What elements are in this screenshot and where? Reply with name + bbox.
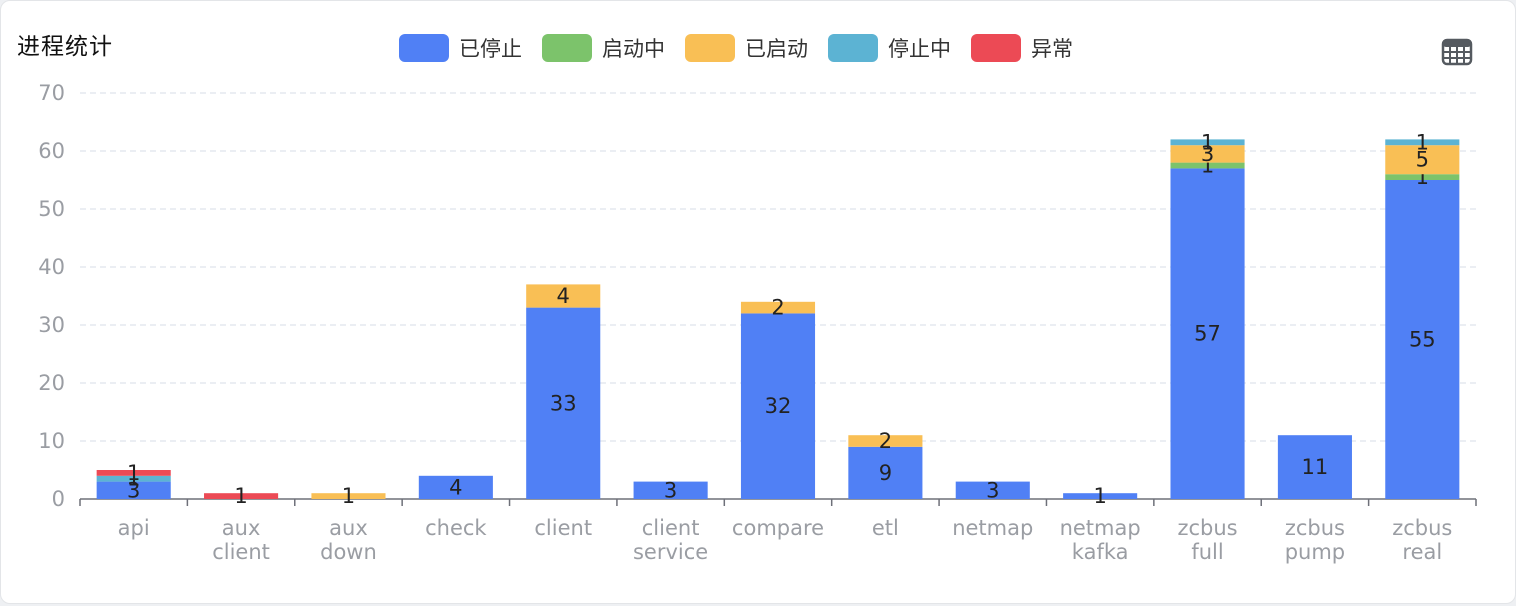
bar-segment: [740, 313, 816, 499]
legend-swatch-error: [971, 34, 1021, 62]
bar-value-label: 3: [664, 478, 677, 502]
bar-value-label: 1: [1416, 130, 1429, 154]
legend-item-stopping[interactable]: 停止中: [828, 33, 951, 63]
bar-segment: [1170, 139, 1245, 146]
x-category-label: zcbus: [1392, 516, 1452, 540]
bar-value-label: 2: [771, 296, 784, 320]
y-tick-label: 30: [38, 313, 65, 337]
x-category-label: zcbus: [1285, 516, 1345, 540]
y-tick-label: 70: [38, 81, 65, 105]
bar-value-label: 4: [557, 284, 570, 308]
x-category-label: api: [118, 516, 150, 540]
x-category-label: client: [212, 540, 270, 564]
legend-item-stopped[interactable]: 已停止: [399, 33, 522, 63]
bar-segment: [1385, 174, 1460, 180]
legend-swatch-stopping: [828, 34, 878, 62]
bar-segment: [848, 446, 923, 499]
legend-label-error: 异常: [1031, 37, 1073, 61]
bar-segment: [96, 475, 171, 482]
x-category-label: client: [534, 516, 592, 540]
legend-item-starting[interactable]: 启动中: [542, 33, 665, 63]
bar-value-label: 57: [1194, 322, 1221, 346]
bar-value-label: 32: [765, 394, 792, 418]
x-category-label: aux: [329, 516, 368, 540]
legend-swatch-stopped: [399, 34, 449, 62]
legend-label-started: 已启动: [745, 37, 808, 61]
bar-value-label: 3: [986, 478, 999, 502]
bar-segment: [955, 481, 1030, 499]
bar-segment: [633, 481, 708, 499]
bar-value-label: 3: [1201, 142, 1214, 166]
x-category-label: service: [633, 540, 708, 564]
panel-title: 进程统计: [17, 34, 113, 60]
bar-value-label: 11: [1302, 455, 1329, 479]
bar-value-label: 3: [127, 478, 140, 502]
y-tick-label: 60: [38, 139, 65, 163]
x-category-label: zcbus: [1177, 516, 1237, 540]
bar-segment: [1170, 145, 1245, 163]
legend-label-stopping: 停止中: [888, 37, 951, 61]
bar-value-label: 2: [879, 429, 892, 453]
bar-value-label: 1: [342, 484, 355, 508]
x-category-label: pump: [1285, 540, 1345, 564]
bar-segment: [1277, 435, 1352, 499]
legend-label-stopped: 已停止: [459, 37, 522, 61]
x-category-label: down: [320, 540, 377, 564]
x-category-label: full: [1191, 540, 1223, 564]
y-tick-label: 10: [38, 429, 65, 453]
bar-segment: [1385, 145, 1460, 175]
bar-segment: [740, 301, 816, 314]
bar-segment: [526, 284, 601, 308]
x-category-label: netmap: [1060, 516, 1141, 540]
x-category-label: kafka: [1072, 540, 1129, 564]
bar-segment: [311, 493, 386, 499]
x-category-label: client: [642, 516, 700, 540]
bar-value-label: 9: [879, 461, 892, 485]
bar-segment: [1170, 162, 1245, 169]
bar-value-label: 4: [449, 475, 462, 499]
bar-segment: [526, 307, 601, 499]
legend-item-error[interactable]: 异常: [971, 33, 1073, 63]
y-tick-label: 50: [38, 197, 65, 221]
bar-value-label: 1: [234, 484, 247, 508]
x-category-label: real: [1402, 540, 1442, 564]
y-tick-label: 0: [52, 487, 65, 511]
y-tick-label: 20: [38, 371, 65, 395]
x-category-label: aux: [222, 516, 261, 540]
legend-label-starting: 启动中: [602, 37, 665, 61]
y-tick-label: 40: [38, 255, 65, 279]
x-category-label: etl: [872, 516, 899, 540]
bar-segment: [1063, 493, 1138, 499]
bar-segment: [96, 470, 171, 476]
x-category-label: netmap: [952, 516, 1033, 540]
x-category-label: compare: [732, 516, 824, 540]
bar-value-label: 55: [1409, 328, 1436, 352]
bar-value-label: 1: [1093, 484, 1106, 508]
bar-segment: [1170, 168, 1245, 499]
legend: 已停止 启动中 已启动 停止中 异常: [399, 33, 1093, 63]
bar-segment: [418, 475, 493, 499]
bar-segment: [1385, 180, 1460, 499]
bar-value-label: 1: [1201, 130, 1214, 154]
legend-item-started[interactable]: 已启动: [685, 33, 808, 63]
bar-segment: [204, 493, 279, 499]
table-grid-icon[interactable]: [1441, 37, 1473, 67]
bar-segment: [1385, 139, 1460, 146]
legend-swatch-started: [685, 34, 735, 62]
legend-swatch-starting: [542, 34, 592, 62]
bar-value-label: 33: [550, 391, 577, 415]
bar-value-label: 5: [1416, 148, 1429, 172]
x-category-label: check: [425, 516, 487, 540]
bar-value-label: 1: [127, 461, 140, 485]
bar-segment: [848, 435, 923, 447]
bar-segment: [96, 481, 171, 499]
